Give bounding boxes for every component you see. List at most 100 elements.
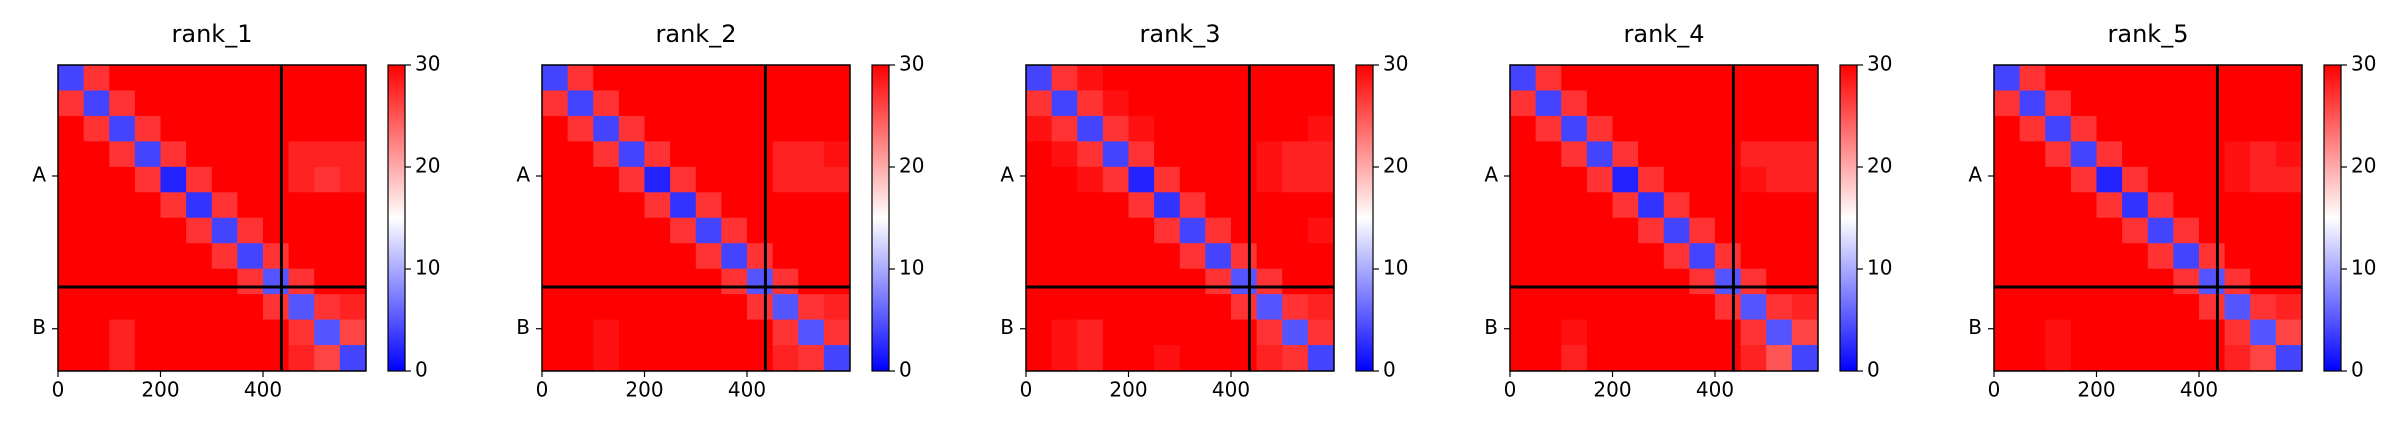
heatmap-cell (2019, 268, 2046, 295)
heatmap-cell (2070, 166, 2097, 193)
heatmap-cell (1663, 141, 1690, 168)
heatmap-cell (288, 294, 315, 321)
heatmap-cell (1282, 243, 1309, 270)
heatmap-cell (798, 90, 825, 117)
heatmap-cell (2096, 192, 2123, 219)
colorbar-tick-label: 10 (1383, 256, 1408, 280)
heatmap-cell (83, 268, 110, 295)
heatmap-cell (1256, 243, 1283, 270)
heatmap-cell (1154, 141, 1181, 168)
heatmap-cell (109, 294, 136, 321)
heatmap-cell (2045, 217, 2072, 244)
heatmap-cell (339, 345, 367, 372)
heatmap-cell (160, 268, 187, 295)
heatmap-cell (1205, 268, 1232, 295)
heatmap-cell (1205, 192, 1232, 219)
heatmap-cell (134, 345, 161, 372)
heatmap-cell (746, 90, 774, 117)
heatmap-cell (2275, 319, 2303, 346)
heatmap-cell (1766, 192, 1793, 219)
heatmap-cell (83, 90, 110, 117)
heatmap-cell (339, 141, 367, 168)
heatmap-cell (1663, 268, 1690, 295)
heatmap-cell (2045, 141, 2072, 168)
heatmap-cell (798, 268, 825, 295)
heatmap-cell (1102, 319, 1129, 346)
heatmap-cell (262, 345, 290, 372)
heatmap-cell (1612, 345, 1639, 372)
heatmap-cell (186, 65, 213, 91)
heatmap-cell (618, 319, 645, 346)
heatmap-cell (339, 217, 367, 244)
heatmap-cell (1051, 243, 1078, 270)
heatmap-cell (1766, 319, 1793, 346)
heatmap-cell (2147, 141, 2174, 168)
heatmap-cell (1714, 90, 1742, 117)
heatmap-cell (1510, 65, 1537, 91)
heatmap-cell (262, 115, 290, 142)
heatmap-cell (1561, 115, 1588, 142)
heatmap-cell (1586, 319, 1613, 346)
heatmap-cell (1128, 192, 1155, 219)
heatmap-cell (1154, 115, 1181, 142)
heatmap-cell (134, 166, 161, 193)
heatmap-cell (542, 141, 569, 168)
heatmap-cell (1994, 65, 2021, 91)
heatmap-cell (1791, 294, 1819, 321)
heatmap-cell (1282, 166, 1309, 193)
heatmap-cell (1510, 294, 1537, 321)
heatmap-cell (1256, 90, 1283, 117)
heatmap-cell (58, 268, 85, 295)
heatmap-cell (339, 166, 367, 193)
heatmap-cell (1179, 268, 1206, 295)
heatmap-cell (288, 141, 315, 168)
heatmap-cell (237, 65, 264, 91)
heatmap-cell (1026, 141, 1053, 168)
heatmap-cell (1230, 243, 1258, 270)
heatmap-cell (1205, 166, 1232, 193)
colorbar-tick-label: 30 (1383, 52, 1408, 76)
heatmap-cell (211, 294, 238, 321)
heatmap-cell (2173, 345, 2200, 372)
heatmap-cell (2198, 217, 2226, 244)
heatmap-cell (314, 166, 341, 193)
heatmap-cell (1026, 345, 1053, 372)
heatmap-cell (1230, 345, 1258, 372)
heatmap-cell (1051, 268, 1078, 295)
heatmap-cell (1051, 217, 1078, 244)
heatmap-cell (1689, 115, 1716, 142)
heatmap-cell (83, 243, 110, 270)
heatmap-cell (58, 65, 85, 91)
heatmap-cell (186, 345, 213, 372)
heatmap-cell (1638, 243, 1665, 270)
heatmap-cell (1586, 115, 1613, 142)
x-tick-label: 0 (1020, 378, 1033, 402)
heatmap-cell (618, 268, 645, 295)
heatmap-cell (1026, 319, 1053, 346)
heatmap-cell (1612, 217, 1639, 244)
heatmap-cell (186, 192, 213, 219)
heatmap-cell (1026, 294, 1053, 321)
heatmap-cell (211, 141, 238, 168)
heatmap-cell (618, 243, 645, 270)
heatmap-cell (721, 294, 748, 321)
heatmap-cell (2147, 243, 2174, 270)
heatmap-cell (670, 115, 697, 142)
heatmap-cell (1179, 243, 1206, 270)
heatmap-cell (1102, 192, 1129, 219)
heatmap-cell (58, 166, 85, 193)
heatmap-cell (2198, 243, 2226, 270)
heatmap-cell (314, 345, 341, 372)
heatmap-cell (1766, 65, 1793, 91)
heatmap-cell (262, 294, 290, 321)
heatmap-cell (2275, 217, 2303, 244)
heatmap-cell (1307, 243, 1335, 270)
heatmap-cell (134, 217, 161, 244)
heatmap-cell (746, 319, 774, 346)
heatmap-cell (1766, 345, 1793, 372)
heatmap-cell (2045, 90, 2072, 117)
heatmap-cell (644, 294, 671, 321)
heatmap-cell (134, 65, 161, 91)
heatmap-cell (1510, 217, 1537, 244)
